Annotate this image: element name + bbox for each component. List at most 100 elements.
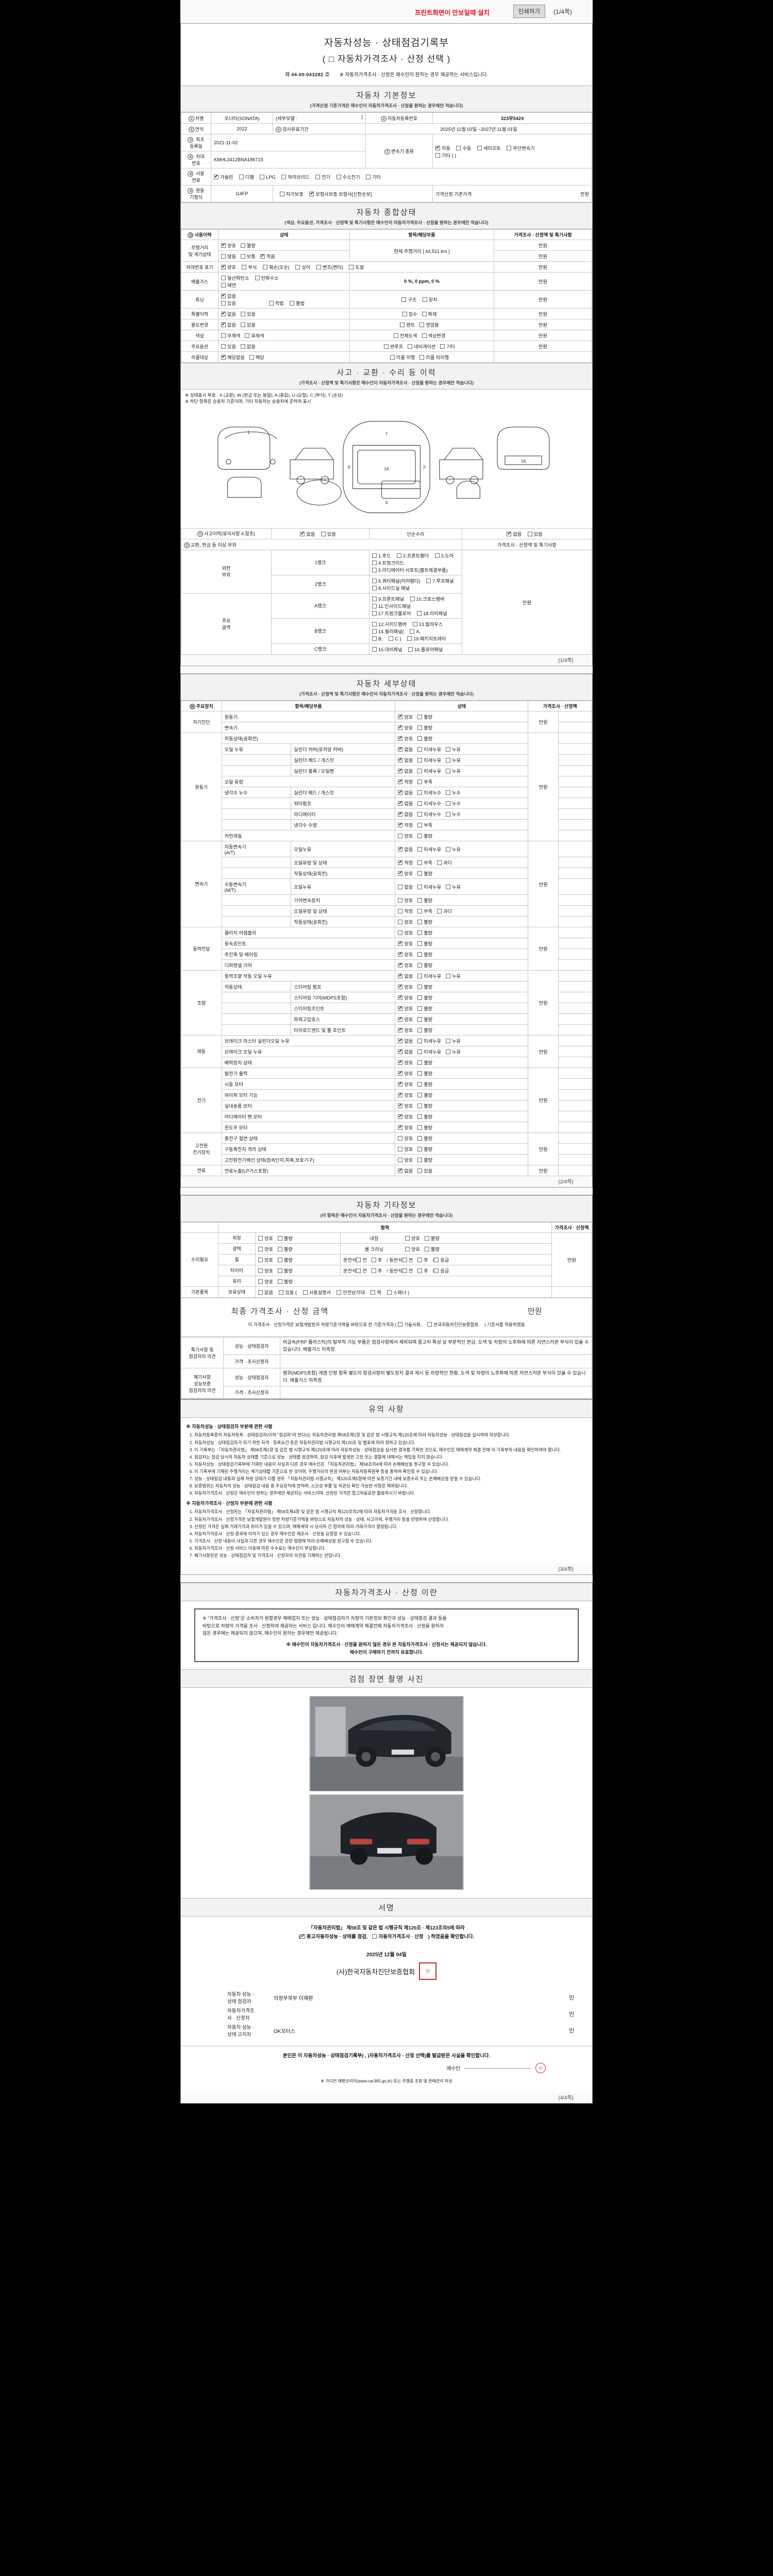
special-opt[interactable]: 없음 bbox=[221, 310, 236, 317]
detail-state-opt[interactable]: 과다 bbox=[437, 907, 452, 914]
detail-price-value[interactable] bbox=[558, 1143, 593, 1155]
detail-state-opt[interactable]: 불량 bbox=[417, 929, 432, 936]
warranty-opt-insurer[interactable]: 보험사보증 보험사[신한손보] bbox=[309, 190, 372, 197]
detail-state-opt[interactable]: 없음 bbox=[398, 756, 413, 764]
frame-opt[interactable]: 18.리어패널 bbox=[417, 609, 447, 617]
mileage-opt[interactable]: 불량 bbox=[240, 242, 256, 249]
detail-price-value[interactable] bbox=[558, 732, 593, 744]
option-type-opt[interactable]: 기타 bbox=[440, 343, 455, 350]
detail-state-opt[interactable]: 없음 bbox=[398, 767, 413, 774]
detail-state-opt[interactable]: 누유 bbox=[446, 756, 461, 764]
warranty-opt-self[interactable]: 자가보증 bbox=[280, 190, 304, 197]
mileage-level-opt[interactable]: 많음 bbox=[221, 252, 236, 260]
usage-type-opt[interactable]: 렌트 bbox=[400, 321, 415, 328]
detail-price-value[interactable] bbox=[558, 819, 593, 831]
tire-pos-opt[interactable]: 후 bbox=[371, 1267, 382, 1274]
vin-mark-opt[interactable]: 부식 bbox=[242, 263, 257, 270]
detail-state-opt[interactable]: 양호 bbox=[398, 951, 413, 958]
option-type-opt[interactable]: 썬루프 bbox=[383, 343, 403, 350]
detail-state-opt[interactable]: 양호 bbox=[398, 735, 413, 742]
tire-pos-opt[interactable]: 응급 bbox=[434, 1267, 449, 1274]
detail-state-opt[interactable]: 불량 bbox=[417, 1080, 432, 1088]
fuel-opt[interactable]: 디젤 bbox=[239, 173, 254, 180]
print-button[interactable]: 인쇄하기 bbox=[513, 5, 545, 18]
detail-state-opt[interactable]: 양호 bbox=[398, 1134, 413, 1142]
recall-opt[interactable]: 해당 bbox=[249, 353, 264, 361]
emission-opt[interactable]: 탄화수소 bbox=[255, 274, 279, 281]
basic-item-sub-opt[interactable]: 잭 bbox=[371, 1289, 381, 1296]
clean-opt[interactable]: 양호 bbox=[405, 1245, 420, 1252]
detail-state-opt[interactable]: 불량 bbox=[417, 1102, 432, 1109]
basic-item-sub-opt[interactable]: 안전삼각대 bbox=[337, 1289, 365, 1296]
detail-state-opt[interactable]: 없음 bbox=[398, 800, 413, 807]
option-type-opt[interactable]: 네비게이션 bbox=[408, 343, 435, 350]
fuel-opt[interactable]: 기타 bbox=[366, 173, 381, 180]
detail-state-opt[interactable]: 적정 bbox=[398, 859, 413, 866]
detail-state-opt[interactable]: 없음 bbox=[398, 745, 413, 753]
detail-state-opt[interactable]: 불량 bbox=[417, 1026, 432, 1033]
detail-price-value[interactable] bbox=[558, 948, 593, 960]
ext-opt[interactable]: 양호 bbox=[258, 1234, 273, 1242]
detail-state-opt[interactable]: 누유 bbox=[446, 845, 461, 853]
detail-state-opt[interactable]: 누수 bbox=[446, 810, 461, 818]
detail-state-opt[interactable]: 있음 bbox=[417, 1167, 432, 1174]
fuel-opt[interactable]: 하이브리드 bbox=[281, 173, 310, 180]
detail-price-value[interactable] bbox=[558, 937, 593, 949]
recall-opt[interactable]: 해당없음 bbox=[221, 353, 245, 361]
detail-price-value[interactable] bbox=[558, 926, 593, 938]
detail-state-opt[interactable]: 불량 bbox=[417, 1015, 432, 1023]
accident-history-opt[interactable]: 있음 bbox=[321, 530, 336, 537]
detail-price-value[interactable] bbox=[558, 980, 593, 992]
simple-repair-opt[interactable]: 있음 bbox=[527, 530, 543, 537]
law-opt-performance[interactable]: 중고자동차성능 · 상태를 점검, bbox=[300, 1933, 367, 1940]
tuning-type-opt[interactable]: 구조 bbox=[401, 296, 416, 303]
detail-state-opt[interactable]: 양호 bbox=[398, 918, 413, 925]
frame-opt[interactable]: 15.대쉬패널 bbox=[372, 646, 402, 653]
tuning-legal-opt[interactable]: 적법 bbox=[268, 299, 283, 307]
detail-price-value[interactable] bbox=[558, 1067, 593, 1079]
detail-state-opt[interactable]: 불량 bbox=[417, 940, 432, 947]
detail-price-value[interactable] bbox=[558, 775, 593, 787]
clean-opt[interactable]: 불량 bbox=[424, 1245, 440, 1252]
detail-state-opt[interactable]: 불량 bbox=[417, 1091, 432, 1098]
detail-state-opt[interactable]: 양호 bbox=[398, 1070, 413, 1077]
detail-state-opt[interactable]: 없음 bbox=[398, 845, 413, 853]
ext-opt[interactable]: 불량 bbox=[277, 1234, 293, 1242]
detail-state-opt[interactable]: 불량 bbox=[417, 896, 432, 904]
basic-item-opt[interactable]: 있음 ( bbox=[279, 1289, 297, 1296]
wheel-pos-opt[interactable]: 응급 bbox=[434, 1256, 449, 1263]
panel-opt[interactable]: 7.루프패널 bbox=[426, 577, 453, 584]
simple-repair-opt[interactable]: 없음 bbox=[507, 530, 522, 537]
detail-state-opt[interactable]: 양호 bbox=[398, 961, 413, 969]
basis-opt-association[interactable]: 한국자동차진단보증협회 bbox=[427, 1321, 478, 1328]
panel-opt[interactable]: 6.쿼터패널(리어휀다) bbox=[372, 577, 420, 584]
detail-price-value[interactable] bbox=[558, 1002, 593, 1014]
color-opt[interactable]: 무채색 bbox=[221, 332, 240, 339]
int-opt[interactable]: 양호 bbox=[405, 1234, 420, 1242]
panel-opt[interactable]: 3.도어 bbox=[434, 552, 453, 559]
usage-opt[interactable]: 없음 bbox=[221, 321, 236, 328]
frame-opt[interactable]: 11.인사이드패널 bbox=[372, 602, 411, 609]
frame-opt[interactable]: 19.패키지트레이 bbox=[407, 635, 446, 642]
detail-state-opt[interactable]: 미세누수 bbox=[417, 789, 441, 796]
detail-price-value[interactable] bbox=[558, 959, 593, 971]
detail-state-opt[interactable]: 누유 bbox=[446, 745, 461, 753]
detail-state-opt[interactable]: 없음 bbox=[398, 810, 413, 818]
detail-state-opt[interactable]: 불량 bbox=[417, 1145, 432, 1153]
panel-opt[interactable]: 4.트렁크리드 bbox=[372, 559, 404, 566]
detail-state-opt[interactable]: 양호 bbox=[398, 940, 413, 947]
int-opt[interactable]: 불량 bbox=[424, 1234, 440, 1242]
usage-opt[interactable]: 있음 bbox=[240, 321, 256, 328]
detail-state-opt[interactable]: 양호 bbox=[398, 1145, 413, 1153]
detail-state-opt[interactable]: 양호 bbox=[398, 1005, 413, 1012]
detail-state-opt[interactable]: 없음 bbox=[398, 1048, 413, 1055]
tuning-type-opt[interactable]: 장치 bbox=[422, 296, 438, 303]
detail-state-opt[interactable]: 미세누유 bbox=[417, 972, 441, 979]
detail-price-value[interactable] bbox=[558, 894, 593, 906]
glass-opt[interactable]: 불량 bbox=[277, 1278, 293, 1285]
polish-opt[interactable]: 불량 bbox=[277, 1245, 293, 1252]
vin-mark-opt[interactable]: 양호 bbox=[221, 263, 236, 270]
usage-type-opt[interactable]: 영업용 bbox=[419, 321, 439, 328]
color-opt[interactable]: 유채색 bbox=[245, 332, 264, 339]
detail-state-opt[interactable]: 불량 bbox=[417, 1059, 432, 1066]
